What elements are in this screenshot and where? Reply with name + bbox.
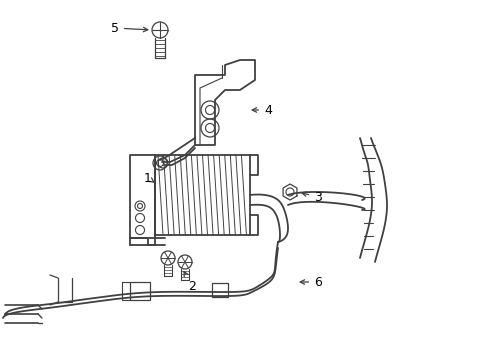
Text: 6: 6 [300, 275, 322, 288]
Bar [155, 155, 250, 235]
Text: 3: 3 [302, 190, 322, 203]
Bar [130, 282, 150, 300]
Text: 1: 1 [144, 171, 155, 185]
Text: 2: 2 [184, 272, 196, 292]
Text: 4: 4 [252, 104, 272, 117]
Text: 5: 5 [111, 22, 148, 35]
Bar [212, 283, 228, 297]
